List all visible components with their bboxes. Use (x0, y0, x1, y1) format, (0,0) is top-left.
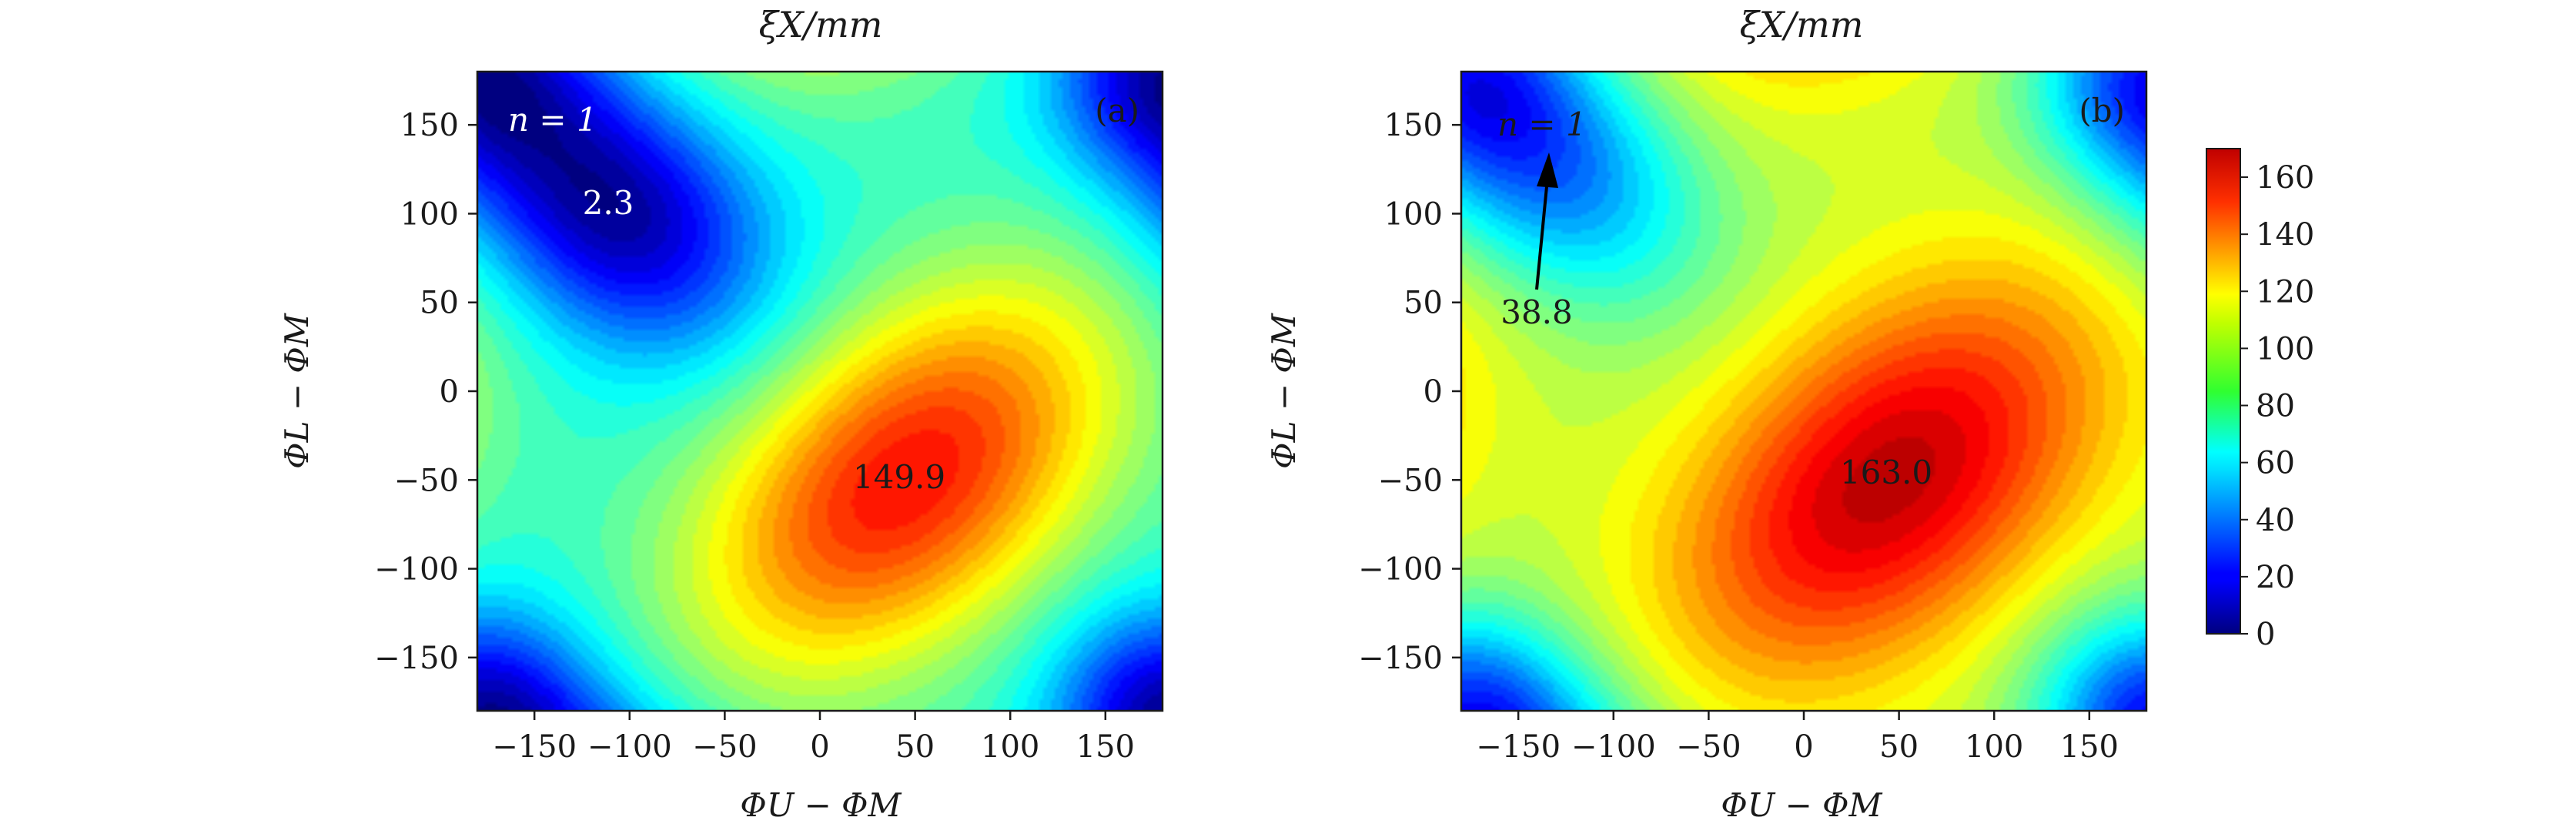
y-tick-label: 50 (420, 286, 459, 321)
colorbar-tick-label: 40 (2256, 503, 2295, 538)
y-tick-label: 150 (1384, 108, 1443, 143)
x-tick-label: 50 (895, 729, 935, 765)
panel-b-n-label: n = 1 (1497, 106, 1587, 143)
panel-a: ξX/mm −150 −100 −50 0 50 100 150 −150 −100 −50 0 50… (278, 4, 1164, 824)
colorbar-tick-label: 100 (2256, 331, 2314, 367)
x-tick-label: −50 (1676, 729, 1741, 765)
x-tick-label: −150 (1476, 729, 1561, 765)
panel-a-title: ξX/mm (759, 4, 883, 45)
y-tick-label: −100 (374, 552, 459, 588)
panel-b-min-label: 38.8 (1500, 293, 1573, 331)
y-tick-label: −50 (1378, 463, 1443, 498)
x-tick-label: −100 (1571, 729, 1656, 765)
colorbar: 0 20 40 60 80 100 120 140 160 (2206, 148, 2314, 652)
colorbar-tick-label: 20 (2256, 560, 2295, 595)
x-tick-label: 0 (810, 729, 829, 765)
panel-a-min-label: 2.3 (583, 184, 634, 222)
panel-b-ticks: −150 −100 −50 0 50 100 150 −150 −100 −50 0 50 100 150 (1358, 108, 2119, 765)
panel-a-ylabel: ΦL − ΦM (278, 313, 316, 469)
colorbar-tick-label: 80 (2256, 389, 2295, 424)
panel-b-max-label: 163.0 (1840, 454, 1932, 491)
panel-a-heatmap-image (477, 72, 1163, 711)
y-tick-label: 150 (400, 108, 459, 143)
colorbar-ticks: 0 20 40 60 80 100 120 140 160 (2240, 160, 2314, 652)
x-tick-label: −150 (492, 729, 577, 765)
y-tick-label: 0 (440, 374, 459, 410)
colorbar-tick-label: 140 (2256, 217, 2314, 253)
colorbar-tick-label: 0 (2256, 617, 2275, 652)
colorbar-tick-label: 60 (2256, 446, 2295, 481)
panel-a-ticks: −150 −100 −50 0 50 100 150 −150 −100 −50 0 50 100 150 (374, 108, 1135, 765)
panel-b: ξX/mm −150 −100 −50 0 50 100 150 −150 −100 −50 0 50… (1265, 4, 2148, 824)
colorbar-tick-label: 120 (2256, 274, 2314, 310)
panel-b-ylabel: ΦL − ΦM (1265, 313, 1303, 469)
x-tick-label: 50 (1879, 729, 1919, 765)
y-tick-label: 100 (400, 196, 459, 232)
panel-a-heatmap (477, 72, 1163, 711)
panel-a-xlabel: ΦU − ΦM (740, 786, 902, 824)
y-tick-label: −150 (374, 641, 459, 676)
panel-b-title: ξX/mm (1740, 4, 1864, 45)
x-tick-label: −50 (692, 729, 757, 765)
x-tick-label: 0 (1794, 729, 1813, 765)
y-tick-label: 100 (1384, 196, 1443, 232)
x-tick-label: 100 (981, 729, 1039, 765)
x-tick-label: 100 (1965, 729, 2023, 765)
y-tick-label: 0 (1423, 374, 1443, 410)
panel-a-n-label: n = 1 (508, 101, 597, 139)
y-tick-label: −100 (1358, 552, 1443, 588)
x-tick-label: 150 (1076, 729, 1135, 765)
panel-a-max-label: 149.9 (853, 458, 945, 496)
panel-b-heatmap-image (1461, 72, 2146, 711)
panel-b-tag: (b) (2079, 92, 2125, 129)
x-tick-label: −100 (587, 729, 672, 765)
y-tick-label: 50 (1403, 286, 1443, 321)
panel-b-heatmap (1461, 72, 2146, 711)
panel-b-xlabel: ΦU − ΦM (1721, 786, 1882, 824)
y-tick-label: −150 (1358, 641, 1443, 676)
colorbar-tick-label: 160 (2256, 160, 2314, 196)
colorbar-bar (2206, 148, 2241, 635)
panel-a-tag: (a) (1095, 92, 1139, 129)
y-tick-label: −50 (394, 463, 459, 498)
panel-b-min-arrow (1535, 152, 1558, 290)
x-tick-label: 150 (2060, 729, 2119, 765)
